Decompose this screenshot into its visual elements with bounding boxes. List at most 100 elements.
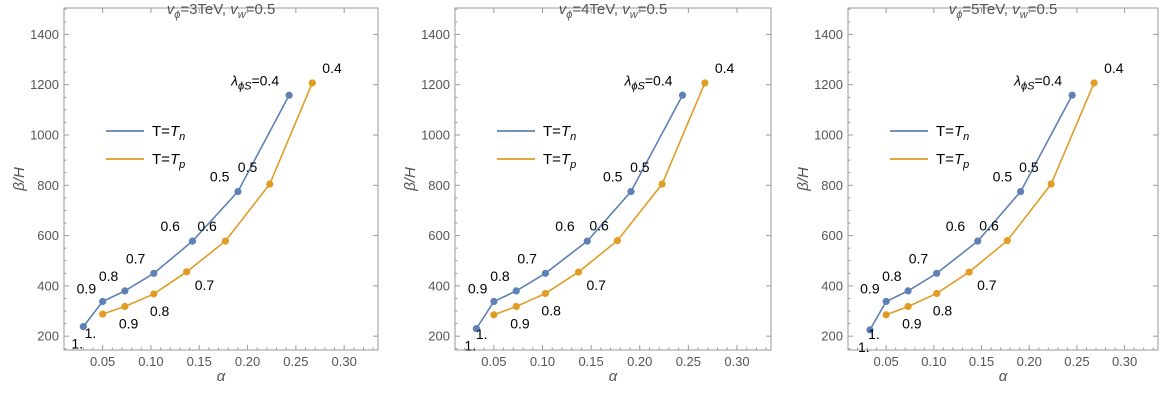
- y-tick-label: 200: [37, 329, 59, 344]
- data-point-tn: [121, 287, 129, 295]
- data-point-tn: [79, 323, 87, 331]
- x-tick-label: 0.30: [1112, 354, 1137, 369]
- x-tick-label: 0.10: [138, 354, 163, 369]
- x-tick-label: 0.20: [1017, 354, 1042, 369]
- legend-label-tn: T=Tn: [543, 123, 576, 143]
- legend-label-tn: T=Tn: [152, 123, 185, 143]
- data-point-tp: [1047, 180, 1055, 188]
- data-point-tn: [99, 297, 107, 306]
- y-axis-label: β/H: [402, 167, 419, 192]
- point-label: 1.: [868, 326, 880, 342]
- point-label: 0.8: [933, 302, 953, 318]
- y-tick-label: 200: [428, 329, 450, 344]
- lambda-label: λϕS=0.4: [624, 72, 673, 92]
- point-label: 1.: [71, 336, 83, 352]
- x-tick-label: 0.30: [724, 354, 749, 369]
- x-tick-label: 0.25: [283, 354, 308, 369]
- chart-panel-1: vϕ=3TeV, vw=0.5 0.05 0.10 0.15 0.20 0.25 0.30 2…: [11, 1, 379, 385]
- data-point-tp: [933, 289, 941, 298]
- chart-panel-2: vϕ=4TeV, vw=0.5 0.05 0.10 0.15 0.20 0.25 0.30 2…: [402, 1, 772, 385]
- data-point-tp: [904, 302, 912, 311]
- data-point-tn: [904, 287, 912, 295]
- chart-title: vϕ=3TeV, vw=0.5: [167, 1, 276, 21]
- y-axis-label: β/H: [11, 167, 28, 192]
- plot-frame: [454, 7, 772, 351]
- data-point-tp: [965, 268, 973, 276]
- legend-label-tn: T=Tn: [936, 123, 969, 143]
- y-tick-label: 400: [428, 278, 450, 293]
- x-tick-label: 0.30: [332, 354, 357, 369]
- x-axis-label: α: [217, 368, 226, 385]
- point-label: 0.8: [541, 302, 561, 318]
- x-tick-label: 0.20: [627, 354, 652, 369]
- y-tick-label: 600: [37, 228, 59, 243]
- point-label: 0.8: [882, 268, 902, 284]
- x-tick-label: 0.15: [578, 354, 603, 369]
- y-tick-label: 1200: [421, 77, 450, 92]
- data-point-tp: [701, 79, 709, 87]
- data-point-tn: [866, 326, 874, 334]
- point-label: 1.: [85, 325, 97, 341]
- point-label: 0.7: [909, 250, 929, 266]
- data-point-tn: [285, 91, 293, 99]
- data-point-tp: [266, 180, 274, 188]
- point-label: 0.6: [160, 218, 180, 234]
- point-label: 0.9: [77, 280, 97, 296]
- y-tick-label: 1000: [421, 127, 450, 142]
- data-point-tp: [308, 79, 316, 87]
- point-label: 0.6: [197, 218, 217, 234]
- point-label: 0.4: [715, 60, 735, 76]
- point-label: 0.7: [126, 250, 146, 266]
- lambda-label: λϕS=0.4: [230, 72, 279, 92]
- data-point-tn: [1068, 91, 1076, 99]
- y-tick-label: 800: [821, 178, 843, 193]
- data-point-tn: [974, 237, 982, 245]
- data-point-tp: [121, 302, 129, 311]
- x-tick-label: 0.05: [481, 354, 506, 369]
- y-tick-label: 1200: [814, 77, 843, 92]
- point-label: 0.5: [603, 169, 623, 185]
- y-tick-label: 1000: [814, 127, 843, 142]
- x-tick-label: 0.20: [235, 354, 260, 369]
- y-tick-label: 1000: [30, 127, 59, 142]
- point-label: 0.7: [195, 277, 215, 293]
- y-tick-label: 800: [37, 178, 59, 193]
- point-label: 0.4: [322, 60, 342, 76]
- legend-label-tp: T=Tp: [152, 151, 185, 171]
- plot-frame: [847, 7, 1159, 351]
- y-axis-label: β/H: [795, 167, 812, 192]
- data-point-tp: [183, 268, 191, 276]
- x-tick-label: 0.10: [921, 354, 946, 369]
- point-label: 1.: [858, 339, 870, 355]
- point-label: 0.5: [238, 159, 258, 175]
- x-tick-label: 0.25: [676, 354, 701, 369]
- y-tick-label: 600: [821, 228, 843, 243]
- data-point-tp: [658, 180, 666, 188]
- point-label: 0.5: [1019, 159, 1039, 175]
- chart-title: vϕ=4TeV, vw=0.5: [559, 1, 668, 21]
- x-tick-label: 0.15: [969, 354, 994, 369]
- data-point-tn: [678, 91, 687, 99]
- data-point-tp: [1090, 79, 1098, 87]
- x-tick-label: 0.10: [530, 354, 555, 369]
- plot-frame: [63, 7, 379, 351]
- data-point-tn: [490, 297, 498, 306]
- y-tick-label: 1400: [421, 27, 450, 42]
- chart-title: vϕ=5TeV, vw=0.5: [949, 1, 1058, 21]
- data-point-tp: [490, 311, 498, 319]
- x-axis-label: α: [609, 368, 618, 385]
- x-tick-label: 0.05: [873, 354, 898, 369]
- point-label: 0.7: [977, 277, 997, 293]
- point-label: 0.4: [1104, 60, 1124, 76]
- chart-panel-3: vϕ=5TeV, vw=0.5 0.05 0.10 0.15 0.20 0.25 0.30 2…: [795, 1, 1159, 385]
- data-point-tn: [583, 237, 591, 245]
- data-point-tn: [472, 325, 480, 333]
- y-tick-label: 1400: [814, 27, 843, 42]
- y-tick-label: 600: [428, 228, 450, 243]
- data-point-tn: [188, 237, 197, 245]
- y-tick-label: 400: [37, 278, 59, 293]
- x-axis-label: α: [999, 368, 1008, 385]
- point-label: 0.8: [150, 303, 170, 319]
- x-tick-label: 0.05: [90, 354, 115, 369]
- legend-label-tp: T=Tp: [543, 151, 576, 171]
